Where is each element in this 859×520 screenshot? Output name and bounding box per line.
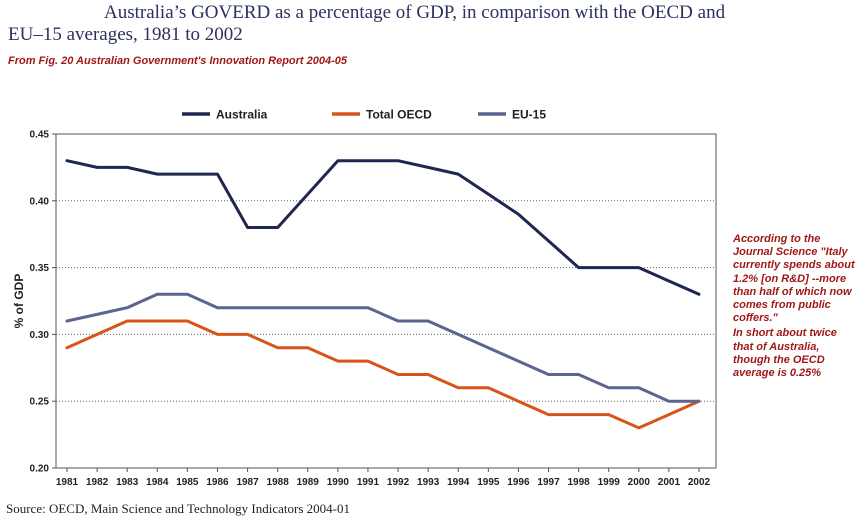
y-tick-label: 0.45 [30,130,50,141]
chart-subtitle: From Fig. 20 Australian Government's Inn… [8,55,348,67]
series-lines [65,159,701,430]
grid-lines [56,200,716,402]
x-tick-label: 1998 [567,477,590,488]
x-tick-label: 1987 [236,477,259,488]
y-tick-label: 0.30 [30,330,50,341]
x-tick-label: 1982 [86,477,109,488]
x-tick-label: 1993 [417,477,440,488]
source-note: Source: OECD, Main Science and Technolog… [6,501,350,516]
legend-label: EU-15 [512,108,546,122]
x-tick-label: 1990 [327,477,350,488]
legend-label: Total OECD [366,108,432,122]
x-tick-label: 1989 [297,477,320,488]
side-note-quote: According to the Journal Science "Italy … [733,233,855,325]
x-tick-label: 1984 [146,477,169,488]
y-tick-label: 0.35 [30,263,50,274]
legend-label: Australia [216,108,268,122]
x-tick-label: 1997 [537,477,560,488]
series-line-eu-15 [65,292,701,403]
x-tick-label: 1988 [267,477,290,488]
x-axis-ticks: 1981 1982 1983 1984 1985 1986 1987 1988 1989 1990… [56,468,711,488]
x-tick-label: 2000 [628,477,651,488]
chart-title: Australia’s GOVERD as a percentage of GD… [8,2,853,46]
chart-title-line-2: EU–15 averages, 1981 to 2002 [8,24,243,45]
x-tick-label: 2002 [688,477,711,488]
series-line-total-oecd [65,319,701,430]
y-axis-title: % of GDP [12,274,26,329]
x-tick-label: 1992 [387,477,410,488]
y-tick-label: 0.20 [30,464,50,475]
x-tick-label: 1995 [477,477,500,488]
x-tick-label: 2001 [658,477,681,488]
y-axis-ticks: 0.20 0.25 0.30 0.35 0.40 0.45 [30,130,56,475]
x-tick-label: 1981 [56,477,79,488]
plot-area-frame [55,133,717,469]
x-tick-label: 1985 [176,477,199,488]
side-note: According to the Journal Science "Italy … [733,233,857,382]
x-tick-label: 1983 [116,477,139,488]
y-tick-label: 0.25 [30,397,50,408]
x-tick-label: 1994 [447,477,470,488]
y-tick-label: 0.40 [30,196,50,207]
x-tick-label: 1996 [507,477,530,488]
chart-title-line-1: Australia’s GOVERD as a percentage of GD… [104,2,726,23]
side-note-comparison: In short about twice that of Australia, … [733,327,837,380]
x-tick-label: 1999 [598,477,621,488]
x-tick-label: 1991 [357,477,380,488]
legend: Australia Total OECD EU-15 [182,108,546,122]
x-tick-label: 1986 [206,477,229,488]
series-line-australia [65,159,701,296]
